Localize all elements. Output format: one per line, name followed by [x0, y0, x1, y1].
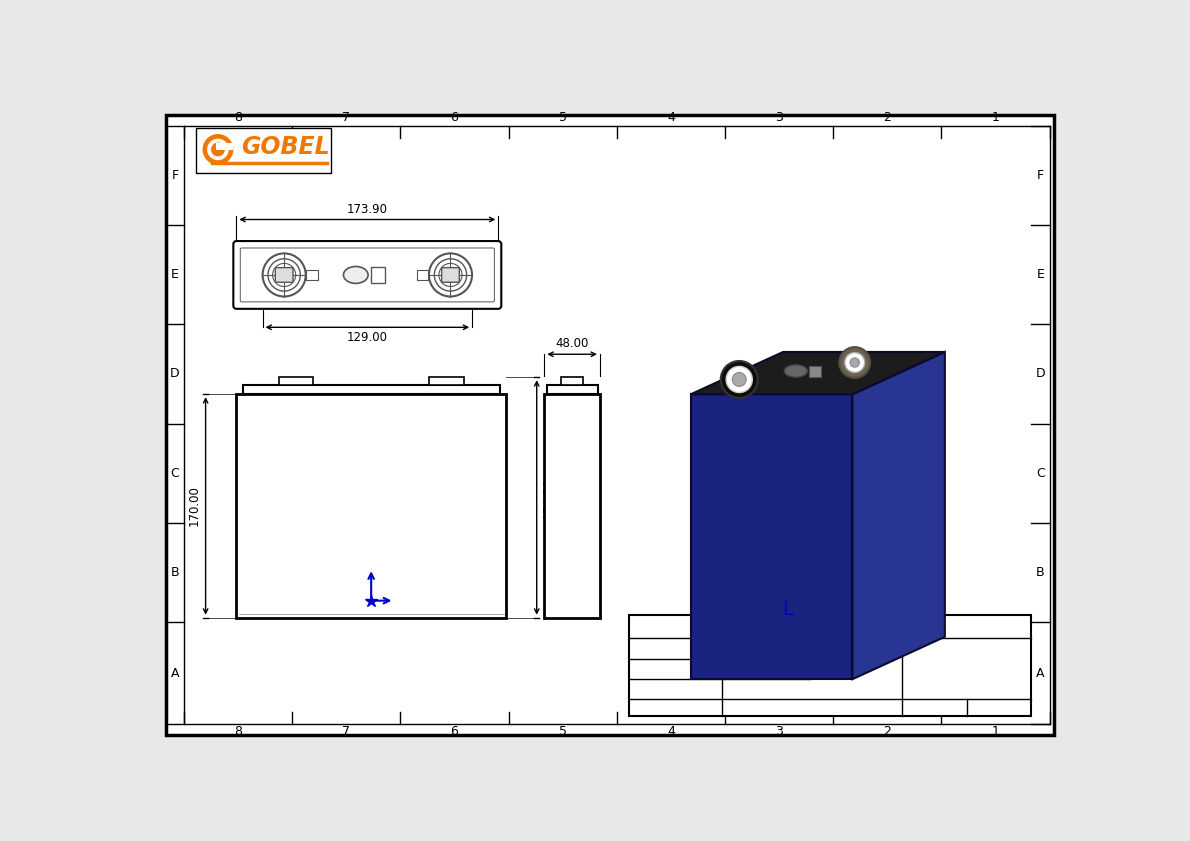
Text: 0.4mΩ: 0.4mΩ — [728, 703, 765, 712]
Text: 120Ah: 120Ah — [728, 664, 764, 674]
Text: Unit: Unit — [988, 703, 1009, 712]
Text: 6: 6 — [451, 110, 458, 124]
Text: 173.90: 173.90 — [346, 203, 388, 215]
Text: Scale: Scale — [921, 703, 948, 712]
Text: E: E — [1036, 268, 1045, 281]
Bar — [217, 143, 233, 151]
Bar — [196, 128, 331, 172]
Text: Gobel Power: Gobel Power — [903, 656, 1031, 674]
Polygon shape — [690, 394, 852, 680]
Text: Weight: Weight — [837, 685, 876, 694]
Text: 129.00: 129.00 — [346, 331, 388, 344]
Text: 1: 1 — [991, 110, 1000, 124]
Text: N om inal Voltage: N om inal Voltage — [633, 685, 725, 694]
Text: 170.00: 170.00 — [188, 485, 201, 526]
Text: 3.2V: 3.2V — [728, 685, 753, 694]
Text: mm: mm — [989, 709, 1008, 719]
Text: 2: 2 — [883, 110, 891, 124]
Circle shape — [845, 352, 865, 373]
Text: HiGee-120Ah: HiGee-120Ah — [875, 619, 966, 633]
Text: E: E — [171, 268, 178, 281]
Text: 7: 7 — [343, 725, 350, 738]
Text: A: A — [1036, 667, 1045, 680]
Circle shape — [839, 347, 870, 378]
Text: 3: 3 — [775, 725, 783, 738]
Ellipse shape — [344, 267, 368, 283]
Text: C: C — [1036, 467, 1045, 479]
Text: 7: 7 — [343, 110, 350, 124]
Text: 4: 4 — [666, 110, 675, 124]
Bar — [428, 378, 464, 385]
Circle shape — [721, 361, 758, 398]
Text: 48.00: 48.00 — [556, 337, 589, 351]
FancyBboxPatch shape — [275, 267, 293, 283]
Text: 6: 6 — [451, 725, 458, 738]
Bar — [416, 270, 428, 279]
Text: 8: 8 — [234, 725, 242, 738]
Text: M odel N am e: M odel N am e — [679, 621, 759, 631]
Circle shape — [202, 134, 233, 165]
Text: 5: 5 — [559, 110, 566, 124]
Text: 5: 5 — [559, 725, 566, 738]
Bar — [809, 367, 821, 377]
Polygon shape — [690, 352, 945, 394]
Text: 1: 1 — [991, 725, 1000, 738]
Bar — [544, 394, 600, 617]
Text: C: C — [170, 467, 180, 479]
Text: www.gobelpower.com: www.gobelpower.com — [914, 674, 1020, 685]
Text: A: A — [170, 667, 178, 680]
Text: D: D — [1035, 368, 1045, 380]
Circle shape — [732, 373, 746, 386]
Circle shape — [850, 358, 859, 368]
Text: D: D — [170, 368, 180, 380]
Bar — [237, 394, 506, 617]
Circle shape — [207, 139, 228, 160]
Text: GOBEL: GOBEL — [242, 135, 330, 159]
Text: L: L — [782, 600, 794, 619]
Text: 2: 2 — [883, 725, 891, 738]
Text: F: F — [171, 169, 178, 182]
FancyBboxPatch shape — [233, 241, 501, 309]
Bar — [371, 267, 386, 283]
Bar — [243, 385, 500, 394]
Circle shape — [726, 367, 752, 393]
Polygon shape — [852, 352, 945, 680]
Text: 3: 3 — [775, 110, 783, 124]
Text: B: B — [170, 566, 180, 579]
Text: ACIR: ACIR — [633, 703, 657, 712]
Circle shape — [211, 142, 225, 156]
Text: F: F — [1036, 169, 1044, 182]
Bar — [307, 270, 318, 279]
Text: 8: 8 — [234, 110, 242, 124]
Text: B: B — [1036, 566, 1045, 579]
Bar — [630, 615, 1031, 717]
Text: 4: 4 — [666, 725, 675, 738]
Text: M anufacturer: M anufacturer — [633, 643, 706, 653]
FancyBboxPatch shape — [441, 267, 459, 283]
Bar — [546, 385, 597, 394]
Ellipse shape — [784, 365, 807, 377]
Text: 1:1.5: 1:1.5 — [922, 709, 947, 719]
Text: 2.86    kg: 2.86 kg — [940, 685, 992, 694]
Text: Supplier: Supplier — [833, 659, 879, 669]
Text: N om inal Capacity: N om inal Capacity — [633, 664, 732, 674]
Bar — [562, 378, 583, 385]
Text: HiGee: HiGee — [728, 643, 762, 653]
Bar — [278, 378, 313, 385]
Text: 174.50: 174.50 — [541, 477, 555, 518]
